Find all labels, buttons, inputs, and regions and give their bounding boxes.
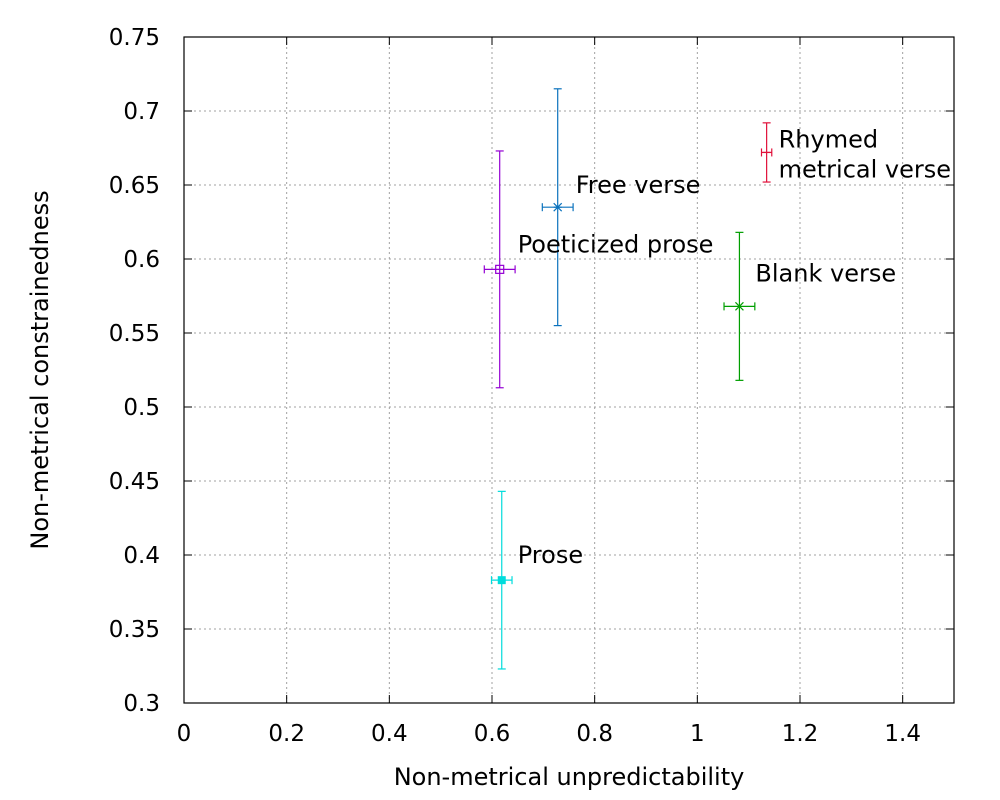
marker-blank-verse-b (735, 301, 744, 311)
point-rhymed-metrical-verse (760, 122, 773, 183)
x-tick-label: 0.8 (576, 721, 613, 747)
y-tick-label: 0.75 (109, 25, 160, 51)
marker-prose (497, 576, 506, 585)
y-tick-label: 0.5 (123, 395, 160, 421)
point-prose (490, 490, 513, 670)
y-tick-label: 0.6 (123, 247, 160, 273)
data-series (483, 88, 773, 670)
x-tick-label: 0.2 (268, 721, 305, 747)
x-tick-label: 1 (690, 721, 705, 747)
label-poeticized-prose: Poeticized prose (518, 230, 714, 258)
y-tick-label: 0.3 (123, 691, 160, 717)
x-tick-label: 0.4 (371, 721, 408, 747)
point-blank-verse (723, 231, 756, 381)
y-tick-label: 0.4 (123, 543, 160, 569)
label-rhymed-metrical-verse: Rhymed (779, 125, 878, 153)
grid (184, 37, 954, 703)
y-tick-label: 0.65 (109, 173, 160, 199)
x-tick-label: 0.6 (474, 721, 511, 747)
label-free-verse: Free verse (576, 171, 701, 199)
x-tick-label: 0 (177, 721, 192, 747)
label-prose: Prose (518, 541, 583, 569)
y-axis-title: Non-metrical constrainedness (26, 190, 54, 549)
label-rhymed-metrical-verse: metrical verse (779, 155, 951, 183)
x-axis-title: Non-metrical unpredictability (394, 763, 745, 791)
point-free-verse (541, 88, 574, 327)
point-poeticized-prose (483, 150, 516, 389)
ticks: 0 0.2 0.4 0.6 0.8 1 1.2 1.4 0.3 0.35 0.4 0.45 0.5 0.5… (109, 25, 954, 747)
x-tick-label: 1.2 (782, 721, 819, 747)
label-blank-verse: Blank verse (755, 259, 896, 287)
y-tick-label: 0.55 (109, 321, 160, 347)
y-tick-label: 0.7 (123, 99, 160, 125)
y-tick-label: 0.45 (109, 469, 160, 495)
marker-poeticized-prose (495, 264, 505, 274)
x-tick-label: 1.4 (884, 721, 921, 747)
plot-frame (183, 36, 955, 704)
y-tick-label: 0.35 (109, 617, 160, 643)
